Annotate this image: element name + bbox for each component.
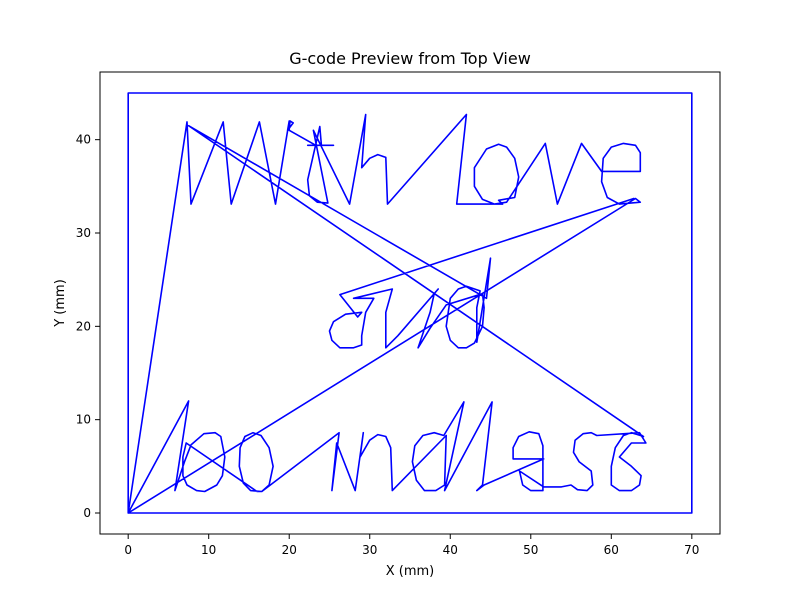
x-tick-label: 0: [124, 543, 132, 557]
y-tick-label: 10: [76, 413, 91, 427]
chart-title: G-code Preview from Top View: [289, 49, 531, 68]
y-tick-label: 30: [76, 226, 91, 240]
plot-frame: [99, 71, 721, 535]
y-tick-label: 20: [76, 319, 91, 333]
y-axis: 0 10 20 30 40: [76, 133, 100, 520]
x-tick-label: 60: [604, 543, 619, 557]
x-tick-label: 70: [684, 543, 699, 557]
y-axis-label: Y (mm): [53, 279, 68, 328]
x-axis-label: X (mm): [386, 564, 435, 579]
x-axis: 0 10 20 30 40 50 60 70: [124, 534, 699, 557]
y-tick-label: 0: [83, 506, 91, 520]
x-tick-label: 20: [282, 543, 297, 557]
x-tick-label: 10: [201, 543, 216, 557]
toolpath-line: [127, 92, 693, 514]
x-tick-label: 50: [523, 543, 538, 557]
x-tick-label: 40: [443, 543, 458, 557]
x-tick-label: 30: [362, 543, 377, 557]
y-tick-label: 40: [76, 133, 91, 147]
